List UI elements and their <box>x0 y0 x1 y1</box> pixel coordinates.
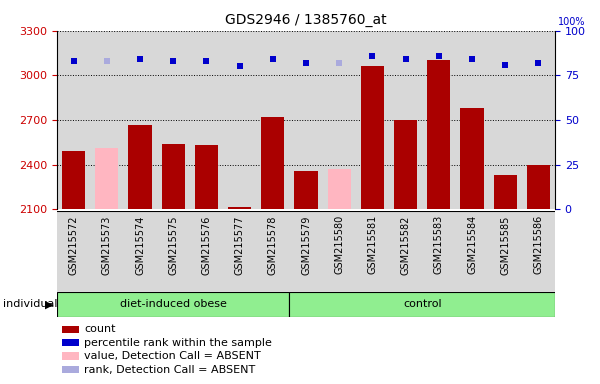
Bar <box>161 144 185 209</box>
Text: GSM215581: GSM215581 <box>367 215 377 275</box>
Text: GSM215583: GSM215583 <box>434 215 444 275</box>
Text: GSM215573: GSM215573 <box>102 215 112 275</box>
Text: GSM215577: GSM215577 <box>235 215 245 275</box>
Bar <box>128 125 152 209</box>
Text: GSM215584: GSM215584 <box>467 215 477 275</box>
Text: percentile rank within the sample: percentile rank within the sample <box>85 338 272 348</box>
Point <box>533 60 543 66</box>
Point <box>202 58 211 64</box>
Bar <box>427 60 451 209</box>
Point <box>500 61 510 68</box>
Text: control: control <box>403 299 442 310</box>
Text: value, Detection Call = ABSENT: value, Detection Call = ABSENT <box>85 351 261 361</box>
Bar <box>228 207 251 209</box>
Text: GSM215575: GSM215575 <box>168 215 178 275</box>
Bar <box>62 339 79 346</box>
Text: individual: individual <box>3 299 58 310</box>
Text: GSM215582: GSM215582 <box>401 215 410 275</box>
Text: ▶: ▶ <box>45 299 53 310</box>
Point <box>334 60 344 66</box>
Bar <box>95 148 118 209</box>
Point <box>467 56 477 62</box>
Text: GSM215580: GSM215580 <box>334 215 344 275</box>
Bar <box>527 165 550 209</box>
Bar <box>62 353 79 360</box>
Point <box>434 53 443 59</box>
Bar <box>394 120 417 209</box>
Text: GSM215579: GSM215579 <box>301 215 311 275</box>
Bar <box>57 292 289 317</box>
Bar <box>361 66 384 209</box>
Point <box>301 60 311 66</box>
Text: GSM215576: GSM215576 <box>202 215 211 275</box>
Point <box>69 58 79 64</box>
Bar <box>328 169 351 209</box>
Bar <box>261 117 284 209</box>
Text: GSM215574: GSM215574 <box>135 215 145 275</box>
Point <box>102 58 112 64</box>
Text: GSM215586: GSM215586 <box>533 215 544 275</box>
Text: diet-induced obese: diet-induced obese <box>120 299 227 310</box>
Text: 100%: 100% <box>558 17 586 27</box>
Text: GSM215578: GSM215578 <box>268 215 278 275</box>
Point <box>401 56 410 62</box>
Point <box>235 63 244 70</box>
Bar <box>460 108 484 209</box>
Point <box>368 53 377 59</box>
Bar <box>289 292 555 317</box>
Text: GSM215572: GSM215572 <box>68 215 79 275</box>
Point <box>169 58 178 64</box>
Bar <box>494 175 517 209</box>
Bar <box>62 366 79 373</box>
Text: count: count <box>85 324 116 334</box>
Point <box>268 56 278 62</box>
Text: rank, Detection Call = ABSENT: rank, Detection Call = ABSENT <box>85 364 256 375</box>
Title: GDS2946 / 1385760_at: GDS2946 / 1385760_at <box>225 13 387 27</box>
Bar <box>62 151 85 209</box>
Bar <box>62 326 79 333</box>
Point <box>135 56 145 62</box>
Bar <box>195 145 218 209</box>
Bar <box>295 170 317 209</box>
Text: GSM215585: GSM215585 <box>500 215 510 275</box>
